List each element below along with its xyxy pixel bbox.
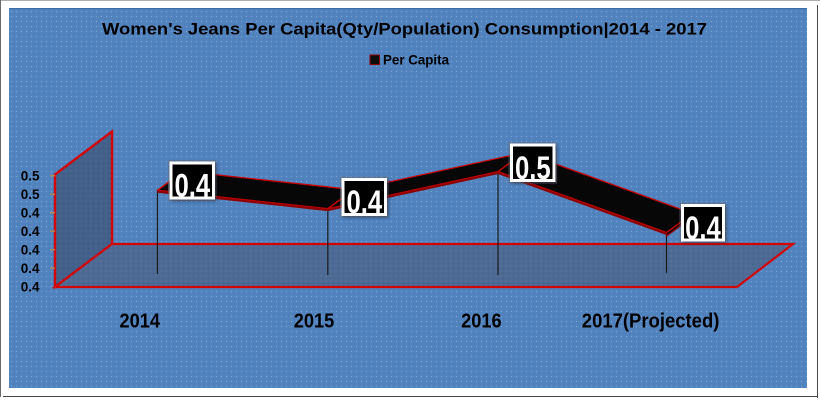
svg-text:0.4: 0.4	[21, 224, 40, 239]
svg-text:Per Capita: Per Capita	[383, 52, 449, 68]
svg-text:0.4: 0.4	[21, 242, 40, 257]
svg-text:0.4: 0.4	[346, 184, 382, 220]
svg-text:0.4: 0.4	[21, 205, 40, 220]
svg-text:0.5: 0.5	[515, 150, 551, 186]
svg-text:0.5: 0.5	[21, 187, 40, 202]
svg-text:2014: 2014	[120, 310, 161, 332]
svg-text:0.5: 0.5	[21, 168, 40, 183]
svg-text:Women's Jeans Per Capita(Qty/P: Women's Jeans Per Capita(Qty/Population)…	[102, 20, 707, 39]
svg-text:0.4: 0.4	[21, 261, 40, 276]
svg-text:2015: 2015	[294, 310, 335, 332]
svg-text:0.4: 0.4	[174, 168, 210, 204]
svg-text:2017(Projected): 2017(Projected)	[582, 310, 720, 332]
svg-text:0.4: 0.4	[685, 210, 721, 246]
svg-text:2016: 2016	[461, 310, 502, 332]
svg-text:0.4: 0.4	[21, 279, 40, 294]
